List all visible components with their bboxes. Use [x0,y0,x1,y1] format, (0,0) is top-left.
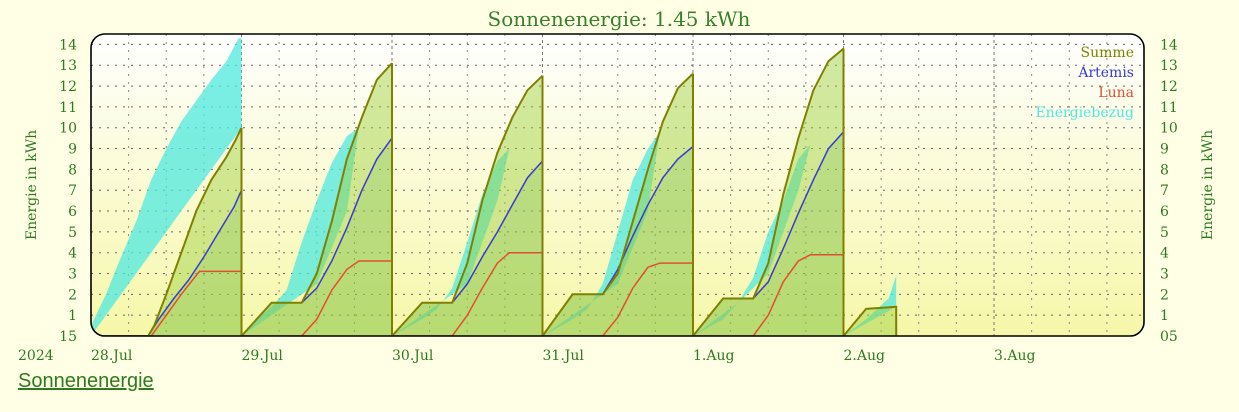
sonnenenergie-link[interactable]: Sonnenenergie [18,370,154,392]
summe-line-5 [842,305,898,336]
energiebezug-area-1 [241,127,359,336]
summe-area-2 [392,75,543,336]
y-tick-right-min: 05 [1160,329,1178,345]
legend: Summe Artemis Luna Energiebezug [1035,45,1134,121]
energiebezug-area-5 [843,275,897,336]
x-tick-day: 2.Aug [844,348,885,364]
summe-line-4 [692,47,845,336]
summe-line-2 [391,74,544,336]
y-tick-left: 3 [68,267,77,283]
x-tick-day: 30.Jul [392,348,434,364]
y-tick-left: 4 [68,246,77,262]
summe-line-3 [541,72,694,336]
y-tick-left: 11 [59,100,77,116]
sonnenenergie-chart: Sonnenenergie: 1.45 kWh 1 12 23 34 45 56 67 78 8… [18,7,1216,364]
year-label: 2024 [18,348,54,364]
y-tick-right: 10 [1160,121,1178,137]
x-tick-day: 1.Aug [693,348,734,364]
y-tick-right: 4 [1160,246,1169,262]
energiebezug-area-0 [91,38,242,336]
artemis-area-4 [693,131,844,336]
y-tick-right: 13 [1160,58,1178,74]
y-tick-right: 14 [1160,37,1178,53]
legend-energiebezug: Energiebezug [1035,105,1134,121]
luna-line-1 [241,260,392,336]
summe-line-0 [91,127,243,336]
y-tick-left: 14 [59,37,77,53]
y-tick-right: 11 [1160,100,1178,116]
artemis-area-1 [241,138,392,336]
y-tick-left: 8 [68,162,77,178]
y-tick-right: 3 [1160,267,1169,283]
y-tick-left: 2 [68,287,77,303]
summe-area-4 [693,48,844,336]
y-tick-right: 1 [1160,308,1169,324]
luna-line-0 [91,270,242,336]
y-tick-right: 6 [1160,204,1169,220]
plot-frame [90,33,1145,337]
y-tick-left: 1 [68,308,77,324]
series-layer [91,38,898,336]
legend-luna: Luna [1098,85,1134,101]
energiebezug-area-2 [392,148,510,336]
summe-area-3 [542,73,693,336]
y-tick-right: 2 [1160,287,1169,303]
y-tick-right: 12 [1160,79,1178,95]
x-tick-day: 28.Jul [91,348,133,364]
summe-line-1 [240,62,393,336]
artemis-area-3 [542,146,693,336]
luna-line-4 [693,254,844,336]
summe-area-0 [91,127,242,336]
y-tick-left-min: 15 [59,329,77,345]
chart-title: Sonnenenergie: 1.45 kWh [488,7,751,31]
x-tick-day: 3.Aug [994,348,1035,364]
legend-artemis: Artemis [1077,65,1134,81]
y-tick-right: 9 [1160,142,1169,158]
y-tick-left: 12 [59,79,77,95]
y-tick-left: 10 [59,121,77,137]
luna-line-2 [392,251,543,336]
y-tick-left: 6 [68,204,77,220]
artemis-area-0 [91,190,242,336]
y-axis-label-right: Energie in kWh [1200,130,1216,240]
y-tick-right: 7 [1160,183,1169,199]
y-tick-right: 5 [1160,225,1169,241]
y-tick-left: 13 [59,58,77,74]
y-tick-left: 9 [68,142,77,158]
summe-area-1 [241,63,392,336]
y-axis-label-left: Energie in kWh [24,130,40,240]
legend-summe: Summe [1081,45,1134,61]
artemis-area-2 [392,161,543,336]
y-tick-right: 8 [1160,162,1169,178]
energiebezug-area-4 [693,144,811,336]
y-tick-left: 5 [68,225,77,241]
summe-area-5 [843,306,897,336]
x-tick-day: 31.Jul [543,348,585,364]
luna-line-3 [542,262,693,336]
y-tick-left: 7 [68,183,77,199]
x-tick-day: 29.Jul [242,348,284,364]
plot-background [91,34,1144,336]
